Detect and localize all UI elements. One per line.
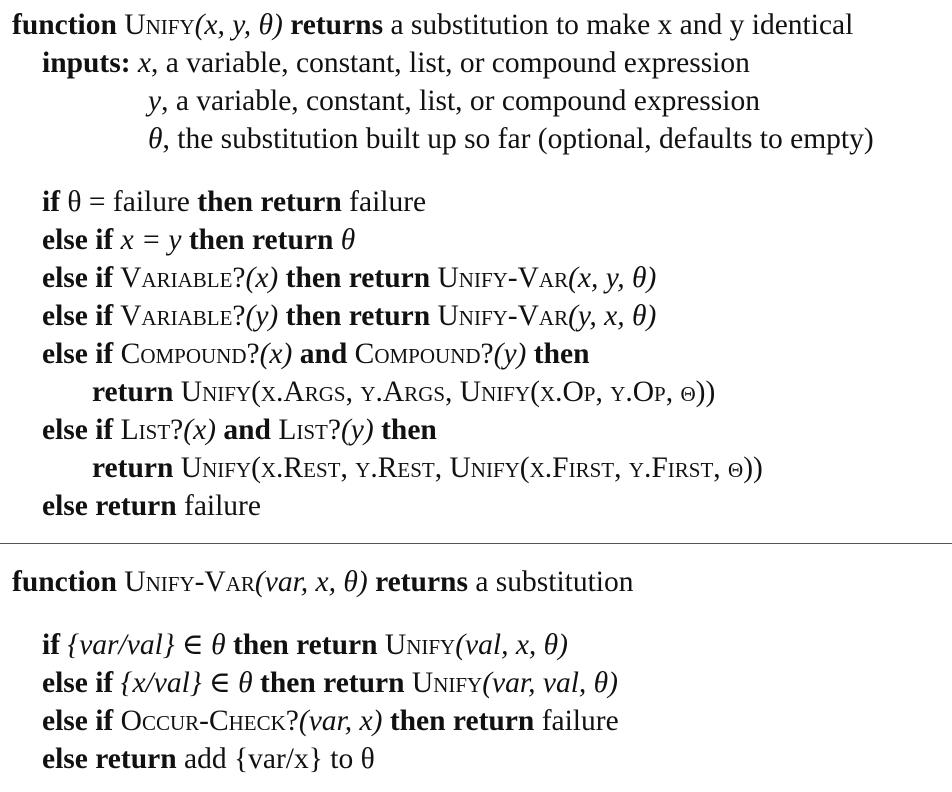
keyword-else-if: else if — [42, 224, 114, 256]
inputs-label: inputs: — [42, 47, 131, 79]
call-name: Unify — [404, 667, 483, 699]
unify-line-1: if θ = failure then return failure — [42, 183, 426, 221]
call-args: (var, val, θ) — [482, 667, 618, 699]
keyword-if: if — [42, 629, 61, 661]
input-theta-line: θ, the substitution built up so far (opt… — [148, 120, 874, 158]
unify-line-7: else if List?(x) and List?(y) then — [42, 411, 437, 449]
unify-var-line-1: if {var/val} ∈ θ then return Unify(val, … — [42, 626, 568, 664]
predicate-args: (x) — [245, 262, 286, 294]
function-params: (x, y, θ) — [194, 9, 283, 41]
keyword-then-return: then return — [188, 224, 334, 256]
result: failure — [534, 705, 619, 737]
keyword-then-return: then return — [285, 262, 431, 294]
keyword-else-if: else if — [42, 667, 114, 699]
predicate-args: (var, x) — [298, 705, 390, 737]
keyword-else-if: else if — [42, 414, 114, 446]
predicate-name-1: List? — [113, 414, 184, 446]
call-name: Unify-Var — [430, 262, 569, 294]
predicate-name-1: Compound? — [113, 338, 260, 370]
call-args: (y, x, θ) — [568, 300, 657, 332]
keyword-returns: returns — [290, 9, 384, 41]
predicate-name: Occur-Check? — [113, 705, 299, 737]
keyword-else-if: else if — [42, 262, 114, 294]
keyword-and: and — [223, 414, 271, 446]
unify-header: function Unify(x, y, θ) returns a substi… — [12, 6, 853, 44]
function-params: (var, x, θ) — [254, 566, 368, 598]
keyword-else-if: else if — [42, 338, 114, 370]
predicate-args-1: (x) — [259, 338, 300, 370]
input-y-name: y — [148, 85, 162, 117]
result: add {var/x} to θ — [176, 743, 375, 775]
keyword-then-return: then return — [233, 629, 378, 661]
keyword-else-return: else return — [42, 743, 177, 775]
predicate-args-2: (y) — [340, 414, 382, 446]
predicate-name: Variable? — [113, 262, 246, 294]
keyword-else-if: else if — [42, 705, 114, 737]
keyword-then-return: then return — [197, 186, 342, 218]
input-x-name: x — [137, 47, 152, 79]
condition: {var/val} ∈ θ — [60, 629, 234, 661]
unify-line-8: return Unify(x.Rest, y.Rest, Unify(x.Fir… — [92, 449, 763, 487]
input-x-line: inputs: x, a variable, constant, list, o… — [42, 44, 750, 82]
keyword-else-return: else return — [42, 490, 177, 522]
keyword-function: function — [12, 9, 117, 41]
predicate-args-1: (x) — [183, 414, 224, 446]
unify-line-5: else if Compound?(x) and Compound?(y) th… — [42, 335, 589, 373]
keyword-return: return — [92, 376, 174, 408]
predicate-args: (y) — [245, 300, 286, 332]
keyword-and: and — [299, 338, 348, 370]
result: failure — [176, 490, 261, 522]
keyword-then: then — [381, 414, 437, 446]
call-name: Unify-Var — [430, 300, 569, 332]
unify-var-header: function Unify-Var(var, x, θ) returns a … — [12, 563, 634, 601]
call-args: (val, x, θ) — [455, 629, 568, 661]
keyword-else-if: else if — [42, 300, 114, 332]
result: failure — [341, 186, 427, 218]
unify-line-3: else if Variable?(x) then return Unify-V… — [42, 259, 656, 297]
condition: {x/val} ∈ θ — [113, 667, 261, 699]
call-args: (x, y, θ) — [568, 262, 657, 294]
unify-line-4: else if Variable?(y) then return Unify-V… — [42, 297, 656, 335]
input-y-line: y, a variable, constant, list, or compou… — [148, 82, 760, 120]
unify-var-line-2: else if {x/val} ∈ θ then return Unify(va… — [42, 664, 618, 702]
predicate-args-2: (y) — [493, 338, 534, 370]
input-theta-description: , the substitution built up so far (opti… — [162, 123, 874, 155]
return-description: a substitution — [467, 566, 634, 598]
keyword-function: function — [12, 566, 117, 598]
unify-line-2: else if x = y then return θ — [42, 221, 355, 259]
keyword-returns: returns — [375, 566, 468, 598]
input-y-description: , a variable, constant, list, or compoun… — [161, 85, 760, 117]
unify-var-line-3: else if Occur-Check?(var, x) then return… — [42, 702, 619, 740]
unify-line-9: else return failure — [42, 487, 261, 525]
unify-line-6: return Unify(x.Args, y.Args, Unify(x.Op,… — [92, 373, 715, 411]
input-x-description: , a variable, constant, list, or compoun… — [151, 47, 750, 79]
recursive-call: Unify(x.Args, y.Args, Unify(x.Op, y.Op, … — [173, 376, 716, 408]
input-theta-name: θ — [148, 123, 163, 155]
result: θ — [333, 224, 356, 256]
predicate-name-2: Compound? — [347, 338, 494, 370]
predicate-name: Variable? — [113, 300, 246, 332]
call-name: Unify — [377, 629, 456, 661]
unify-var-line-4: else return add {var/x} to θ — [42, 740, 375, 778]
keyword-then-return: then return — [285, 300, 431, 332]
section-divider — [0, 543, 952, 544]
keyword-if: if — [42, 186, 61, 218]
keyword-then-return: then return — [389, 705, 535, 737]
keyword-then: then — [533, 338, 590, 370]
function-name: Unify-Var — [124, 566, 255, 598]
condition: θ = failure — [60, 186, 198, 218]
keyword-return: return — [92, 452, 174, 484]
condition: x = y — [113, 224, 189, 256]
keyword-then-return: then return — [260, 667, 405, 699]
predicate-name-2: List? — [270, 414, 341, 446]
recursive-call: Unify(x.Rest, y.Rest, Unify(x.First, y.F… — [173, 452, 763, 484]
return-description: a substitution to make x and y identical — [383, 9, 854, 41]
function-name: Unify — [124, 9, 195, 41]
